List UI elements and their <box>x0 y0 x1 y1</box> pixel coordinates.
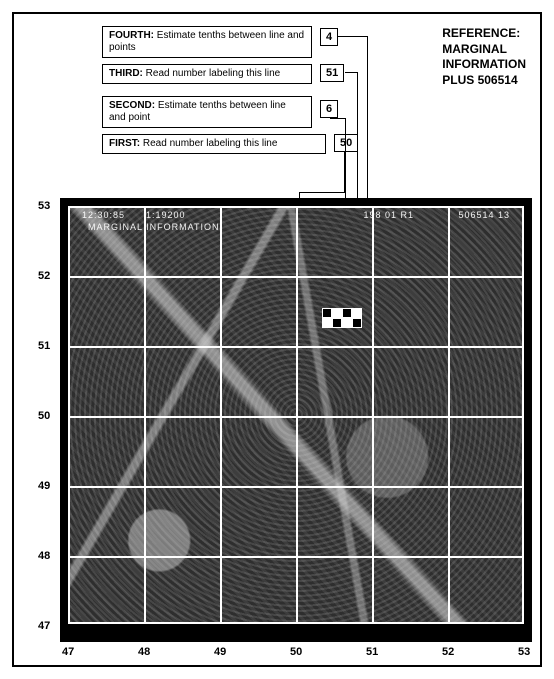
x-tick: 47 <box>62 646 74 658</box>
x-tick: 52 <box>442 646 454 658</box>
gridline-h <box>68 346 524 348</box>
gridline-v <box>220 206 222 624</box>
leader-third-h0 <box>345 72 357 73</box>
step-third-box: THIRD: Read number labeling this line <box>102 64 312 84</box>
leader-second-h0 <box>330 118 346 119</box>
step-first-box: FIRST: Read number labeling this line <box>102 134 326 154</box>
gridline-v <box>296 206 298 624</box>
gridline-v <box>522 206 524 624</box>
y-tick: 50 <box>38 410 50 422</box>
reference-block: REFERENCE: MARGINAL INFORMATION PLUS 506… <box>442 26 526 88</box>
gridline-h <box>68 556 524 558</box>
step-fourth-box: FOURTH: Estimate tenths between line and… <box>102 26 312 58</box>
map-region: 12:30:85 1:19200 MARGINAL INFORMATION 19… <box>60 198 532 642</box>
y-tick: 52 <box>38 270 50 282</box>
x-tick: 48 <box>138 646 150 658</box>
y-tick: 47 <box>38 620 50 632</box>
step-third-value: 51 <box>320 64 344 82</box>
step-first-value: 50 <box>334 134 358 152</box>
leader-first-h <box>299 192 345 193</box>
gridline-v <box>372 206 374 624</box>
gridline-v <box>448 206 450 624</box>
step-second-value: 6 <box>320 100 338 118</box>
aerial-photo: 12:30:85 1:19200 MARGINAL INFORMATION 19… <box>68 206 524 624</box>
y-tick: 48 <box>38 550 50 562</box>
overlay-tr-b: 506514 13 <box>458 210 510 220</box>
step-fourth-value: 4 <box>320 28 338 46</box>
leader-fourth-h0 <box>337 36 367 37</box>
x-tick: 53 <box>518 646 530 658</box>
step-first-label: FIRST: <box>109 138 140 149</box>
y-tick: 53 <box>38 200 50 212</box>
gridline-h <box>68 622 524 624</box>
y-tick: 49 <box>38 480 50 492</box>
target-marker <box>322 308 362 328</box>
x-tick: 49 <box>214 646 226 658</box>
overlay-scale: 1:19200 <box>146 210 186 220</box>
step-second-label: SECOND: <box>109 100 155 111</box>
step-third-label: THIRD: <box>109 68 143 79</box>
step-fourth-label: FOURTH: <box>109 30 154 41</box>
gridline-h <box>68 206 524 208</box>
step-second-box: SECOND: Estimate tenths between line and… <box>102 96 312 128</box>
reference-line: INFORMATION <box>442 57 526 73</box>
reference-line: REFERENCE: <box>442 26 526 42</box>
x-tick: 51 <box>366 646 378 658</box>
step-first-text: Read number labeling this line <box>140 138 277 149</box>
gridline-h <box>68 416 524 418</box>
gridline-h <box>68 486 524 488</box>
gridline-v <box>144 206 146 624</box>
reference-line: PLUS 506514 <box>442 73 526 89</box>
x-tick: 50 <box>290 646 302 658</box>
overlay-label: MARGINAL INFORMATION <box>88 222 220 232</box>
reference-line: MARGINAL <box>442 42 526 58</box>
gridline-h <box>68 276 524 278</box>
overlay-time: 12:30:85 <box>82 210 125 220</box>
gridline-v <box>68 206 70 624</box>
step-third-text: Read number labeling this line <box>143 68 280 79</box>
y-tick: 51 <box>38 340 50 352</box>
